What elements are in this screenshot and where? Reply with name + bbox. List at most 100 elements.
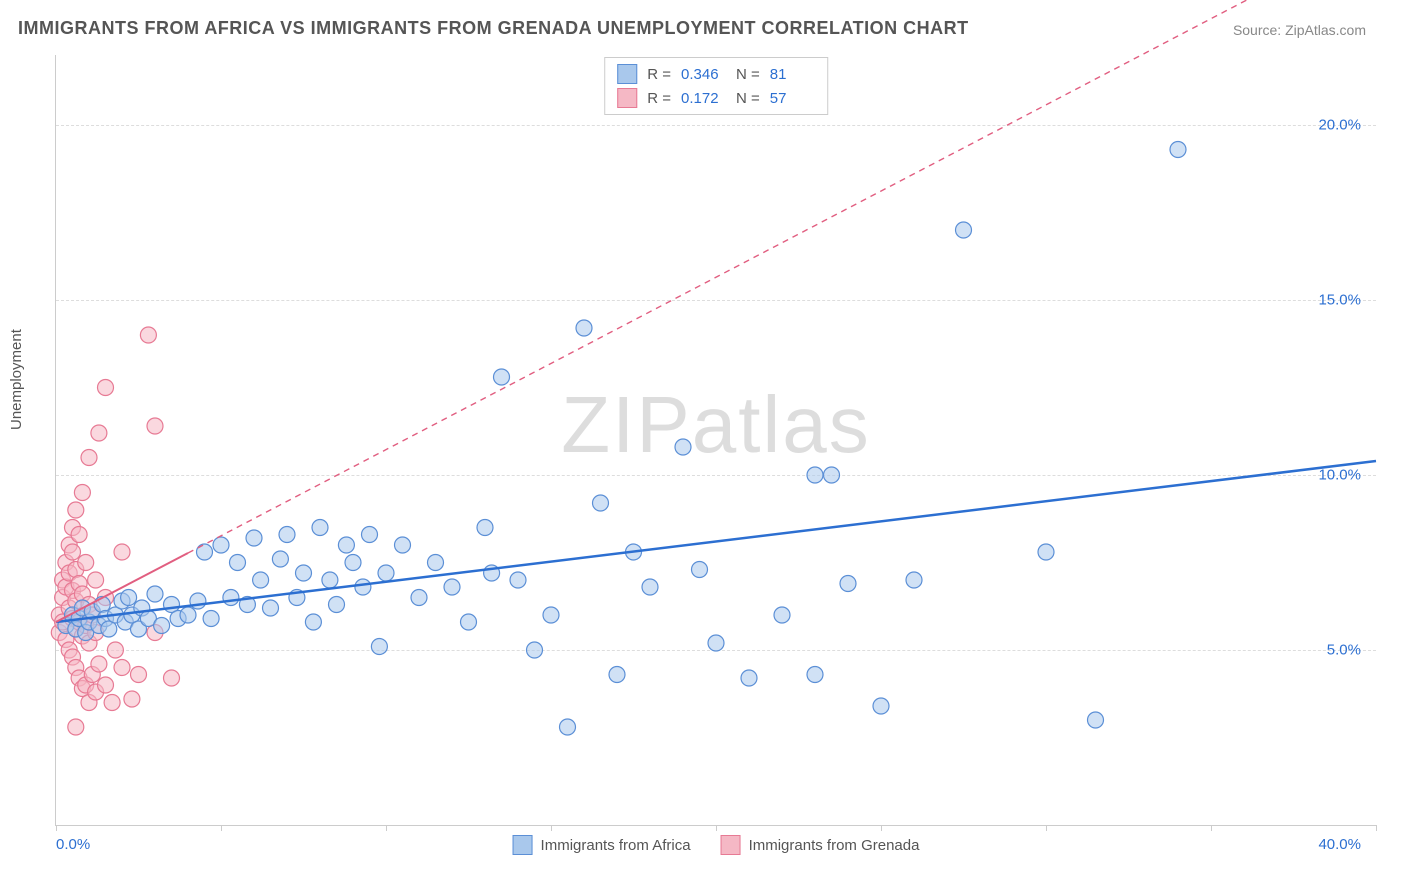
legend-swatch-africa-icon xyxy=(513,835,533,855)
data-point xyxy=(263,600,279,616)
data-point xyxy=(98,380,114,396)
data-point xyxy=(121,590,137,606)
chart-title: IMMIGRANTS FROM AFRICA VS IMMIGRANTS FRO… xyxy=(18,18,969,39)
data-point xyxy=(355,579,371,595)
data-point xyxy=(197,544,213,560)
x-tick xyxy=(1211,825,1212,831)
data-point xyxy=(840,576,856,592)
data-point xyxy=(74,485,90,501)
r-value-grenada: 0.172 xyxy=(681,90,726,107)
data-point xyxy=(230,555,246,571)
series-legend-grenada: Immigrants from Grenada xyxy=(721,835,920,855)
data-point xyxy=(114,660,130,676)
data-point xyxy=(494,369,510,385)
data-point xyxy=(411,590,427,606)
stats-legend-row-grenada: R = 0.172 N = 57 xyxy=(617,86,815,110)
data-point xyxy=(124,691,140,707)
n-label: N = xyxy=(736,90,760,107)
x-tick xyxy=(386,825,387,831)
data-point xyxy=(527,642,543,658)
r-label: R = xyxy=(647,90,671,107)
series-legend-africa: Immigrants from Africa xyxy=(513,835,691,855)
data-point xyxy=(78,555,94,571)
data-point xyxy=(1038,544,1054,560)
data-point xyxy=(246,530,262,546)
data-point xyxy=(378,565,394,581)
data-point xyxy=(371,639,387,655)
stats-legend: R = 0.346 N = 81 R = 0.172 N = 57 xyxy=(604,57,828,115)
data-point xyxy=(461,614,477,630)
data-point xyxy=(305,614,321,630)
data-point xyxy=(593,495,609,511)
data-point xyxy=(510,572,526,588)
data-point xyxy=(642,579,658,595)
source-label: Source: ZipAtlas.com xyxy=(1233,22,1366,38)
x-tick xyxy=(551,825,552,831)
data-point xyxy=(272,551,288,567)
x-tick xyxy=(1046,825,1047,831)
data-point xyxy=(675,439,691,455)
data-point xyxy=(312,520,328,536)
x-tick xyxy=(56,825,57,831)
data-point xyxy=(692,562,708,578)
n-value-africa: 81 xyxy=(770,66,815,83)
data-point xyxy=(213,537,229,553)
data-point xyxy=(807,467,823,483)
scatter-svg xyxy=(56,55,1376,825)
n-label: N = xyxy=(736,66,760,83)
x-tick xyxy=(881,825,882,831)
data-point xyxy=(338,537,354,553)
data-point xyxy=(68,719,84,735)
y-axis-label: Unemployment xyxy=(8,329,25,430)
series-legend: Immigrants from Africa Immigrants from G… xyxy=(513,835,920,855)
r-label: R = xyxy=(647,66,671,83)
data-point xyxy=(708,635,724,651)
data-point xyxy=(428,555,444,571)
legend-swatch-grenada-icon xyxy=(721,835,741,855)
data-point xyxy=(65,544,81,560)
data-point xyxy=(444,579,460,595)
chart-container: IMMIGRANTS FROM AFRICA VS IMMIGRANTS FRO… xyxy=(0,0,1406,892)
data-point xyxy=(147,418,163,434)
data-point xyxy=(68,502,84,518)
data-point xyxy=(543,607,559,623)
data-point xyxy=(114,544,130,560)
data-point xyxy=(81,450,97,466)
stats-legend-row-africa: R = 0.346 N = 81 xyxy=(617,62,815,86)
data-point xyxy=(91,656,107,672)
x-tick xyxy=(716,825,717,831)
data-point xyxy=(104,695,120,711)
data-point xyxy=(609,667,625,683)
data-point xyxy=(477,520,493,536)
data-point xyxy=(906,572,922,588)
x-axis-max-label: 40.0% xyxy=(1318,836,1361,853)
data-point xyxy=(279,527,295,543)
plot-area: ZIPatlas 5.0%10.0%15.0%20.0% R = 0.346 N… xyxy=(55,55,1376,826)
data-point xyxy=(322,572,338,588)
legend-swatch-africa xyxy=(617,64,637,84)
r-value-africa: 0.346 xyxy=(681,66,726,83)
x-axis-min-label: 0.0% xyxy=(56,836,90,853)
data-point xyxy=(71,527,87,543)
data-point xyxy=(576,320,592,336)
data-point xyxy=(147,586,163,602)
data-point xyxy=(107,642,123,658)
data-point xyxy=(824,467,840,483)
data-point xyxy=(223,590,239,606)
n-value-grenada: 57 xyxy=(770,90,815,107)
data-point xyxy=(131,667,147,683)
data-point xyxy=(362,527,378,543)
data-point xyxy=(154,618,170,634)
data-point xyxy=(956,222,972,238)
data-point xyxy=(807,667,823,683)
data-point xyxy=(329,597,345,613)
data-point xyxy=(1088,712,1104,728)
data-point xyxy=(164,670,180,686)
data-point xyxy=(741,670,757,686)
series-label-africa: Immigrants from Africa xyxy=(541,837,691,854)
data-point xyxy=(296,565,312,581)
x-tick xyxy=(1376,825,1377,831)
data-point xyxy=(140,327,156,343)
data-point xyxy=(88,572,104,588)
data-point xyxy=(203,611,219,627)
